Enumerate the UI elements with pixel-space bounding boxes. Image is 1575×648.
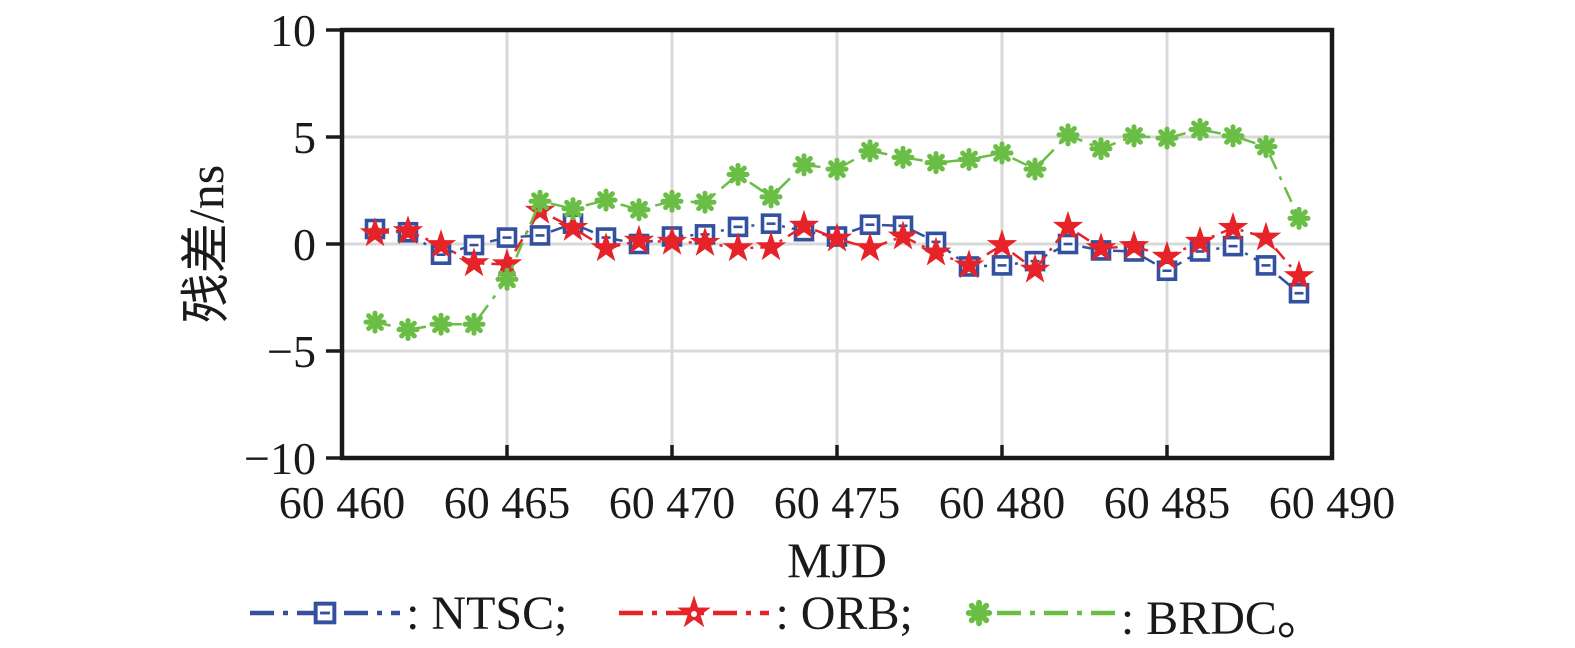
star-marker-icon [887, 220, 919, 250]
ntsc-legend-marker-icon [250, 601, 401, 625]
star-marker-icon [557, 211, 589, 241]
y-tick-label: −10 [244, 433, 316, 484]
star-marker-icon [821, 222, 853, 252]
star-marker-icon [920, 236, 952, 266]
star-marker-icon [788, 209, 820, 239]
legend: : NTSC; : ORB; : BRDC。 [0, 578, 1575, 648]
star-marker-icon [1217, 211, 1249, 241]
x-tick-label: 60 465 [444, 477, 571, 528]
legend-item-ntsc: : NTSC; [250, 586, 567, 641]
star-marker-icon [1052, 210, 1084, 240]
y-tick-label: 0 [293, 219, 316, 270]
x-tick-label: 60 490 [1269, 477, 1396, 528]
y-tick-label: 10 [270, 5, 316, 56]
star-marker-icon [425, 229, 457, 258]
series-line-ntsc [374, 222, 1300, 295]
star-marker-icon [755, 231, 787, 261]
legend-item-brdc: : BRDC。 [965, 578, 1325, 648]
star-marker-icon [623, 224, 655, 254]
star-marker-icon [1151, 240, 1183, 270]
x-tick-label: 60 485 [1104, 477, 1231, 528]
star-marker-icon [1184, 225, 1216, 255]
y-axis-label: 残差/ns [178, 164, 234, 324]
star-marker-icon [392, 215, 424, 245]
legend-item-orb: : ORB; [619, 586, 913, 641]
legend-label-brdc: : BRDC。 [1120, 592, 1325, 645]
star-marker-icon [1118, 230, 1150, 260]
y-tick-label: −5 [267, 326, 316, 377]
star-marker-icon [590, 232, 622, 262]
axis-frame [326, 27, 1335, 461]
legend-label-orb: : ORB; [775, 586, 913, 640]
star-marker-icon [1250, 221, 1282, 251]
brdc-legend-marker-icon [965, 599, 1115, 627]
orb-legend-marker-icon [619, 595, 770, 628]
star-marker-icon [491, 248, 523, 278]
legend-label-ntsc: : NTSC; [406, 586, 568, 640]
series-orb [359, 194, 1315, 289]
star-marker-icon [1019, 253, 1051, 283]
star-marker-center [691, 611, 698, 617]
x-tick-label: 60 480 [939, 477, 1066, 528]
x-tick-label: 60 475 [774, 477, 901, 528]
star-marker-icon [986, 229, 1018, 258]
x-tick-label: 60 460 [279, 477, 406, 528]
series-brdc [363, 118, 1311, 342]
y-tick-label: 5 [293, 112, 316, 163]
star-marker-icon [689, 226, 721, 256]
star-marker-icon [458, 247, 490, 277]
star-marker-icon [1085, 232, 1117, 262]
star-marker-icon [953, 249, 985, 279]
x-tick-label: 60 470 [609, 477, 736, 528]
star-marker-icon [1283, 260, 1315, 289]
star-marker-icon [722, 232, 754, 262]
star-marker-icon [656, 225, 688, 255]
star-marker-icon [854, 232, 886, 262]
x-axis-label: MJD [786, 532, 888, 588]
star-marker-icon [359, 217, 391, 247]
